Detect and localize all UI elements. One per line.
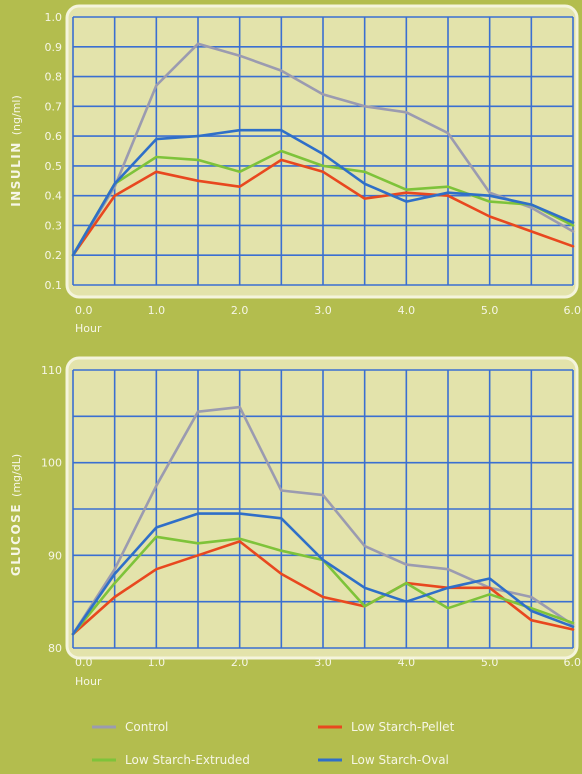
y-tick-label: 110 [41,364,62,377]
y-axis-label-unit: (mg/dL) [10,454,23,497]
y-axis-label-name: INSULIN [9,141,23,207]
series-line-low-starch-oval [71,128,575,257]
x-tick-label: 4.0 [398,656,416,669]
series-line-low-starch-extruded [71,149,575,257]
y-tick-label: 0.8 [45,71,63,84]
legend-label-low-starch-extruded: Low Starch-Extruded [125,753,250,767]
glucose-chart: 80 90 100 110 0.0 1.0 2.0 3.0 4.0 5.0 6.0 Hour GLUCO… [9,356,582,688]
plot-frame [65,4,579,299]
y-tick-label: 0.4 [45,190,63,203]
x-tick-label: 5.0 [481,304,499,317]
x-tick-label: 6.0 [564,656,582,669]
legend-label-low-starch-pellet: Low Starch-Pellet [351,720,455,734]
x-tick-label: 1.0 [148,656,166,669]
x-tick-label: 1.0 [148,304,166,317]
series-line-control [71,42,575,257]
y-tick-label: 0.2 [45,249,63,262]
y-tick-label: 0.9 [45,41,63,54]
series-line-low-starch-pellet [71,540,575,636]
y-tick-label: 90 [48,549,62,562]
x-axis-label: Hour [75,322,102,335]
x-tick-label: 3.0 [314,304,332,317]
y-tick-label: 0.6 [45,130,63,143]
plot-frame [65,356,579,660]
y-axis-label-unit: (ng/ml) [10,95,23,135]
x-tick-label: 0.0 [75,656,93,669]
y-tick-label: 100 [41,457,62,470]
y-axis-label: INSULIN (ng/ml) [9,95,23,207]
x-tick-label: 5.0 [481,656,499,669]
x-tick-label: 6.0 [564,304,582,317]
legend: Control Low Starch-Pellet Low Starch-Extru… [92,720,455,767]
y-axis-label: GLUCOSE (mg/dL) [9,454,23,576]
series-line-low-starch-pellet [71,158,575,257]
insulin-chart: 0.1 0.2 0.3 0.4 0.5 0.6 0.7 0.8 0.9 1.0 0.0 1.0 2.0 3… [9,4,582,335]
y-tick-label: 1.0 [45,11,63,24]
series-line-low-starch-oval [71,512,575,636]
y-axis-label-name: GLUCOSE [9,503,23,576]
x-tick-label: 4.0 [398,304,416,317]
x-axis-label: Hour [75,675,102,688]
y-tick-label: 0.3 [45,219,63,232]
x-tick-label: 0.0 [75,304,93,317]
y-tick-label: 0.7 [45,100,63,113]
y-tick-label: 0.1 [45,279,63,292]
y-tick-label: 0.5 [45,160,63,173]
x-tick-label: 3.0 [314,656,332,669]
legend-label-low-starch-oval: Low Starch-Oval [351,753,449,767]
legend-label-control: Control [125,720,168,734]
x-tick-label: 2.0 [231,304,249,317]
x-tick-label: 2.0 [231,656,249,669]
y-tick-label: 80 [48,642,62,655]
